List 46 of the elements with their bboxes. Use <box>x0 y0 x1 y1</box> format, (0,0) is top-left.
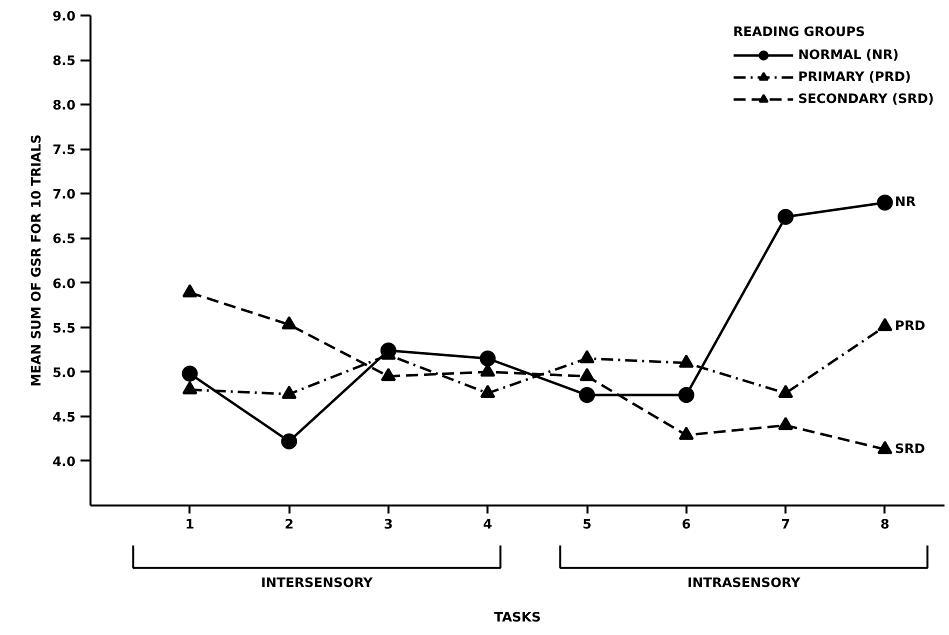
annotation: PRD <box>894 318 926 334</box>
y-tick-label: 8.0 <box>52 98 76 114</box>
y-tick-label: 7.0 <box>52 188 76 203</box>
y-axis-title: MEAN SUM OF GSR FOR 10 TRIALS <box>29 134 44 387</box>
y-tick-label: 5.5 <box>52 321 76 336</box>
x-tick-label: 6 <box>682 518 691 532</box>
text: INTERSENSORY <box>260 576 374 591</box>
annotation: SRD <box>894 442 926 457</box>
x-tick-label: 1 <box>185 518 194 532</box>
y-tick-label: 5.0 <box>52 366 76 381</box>
point <box>480 384 496 398</box>
point <box>380 368 396 382</box>
point <box>678 426 694 440</box>
x-tick-label: 3 <box>384 518 393 532</box>
point <box>678 354 694 368</box>
point <box>282 316 297 330</box>
legend-label: PRIMARY (PRD) <box>798 70 911 84</box>
x-tick-label: 7 <box>781 518 790 532</box>
y-tick-label: 9.0 <box>52 10 76 24</box>
point <box>282 386 297 399</box>
y-tick-label: 4.0 <box>52 454 76 470</box>
y-tick-label: 4.5 <box>52 410 76 426</box>
legend-label: NORMAL (NR) <box>798 48 899 62</box>
point <box>778 416 794 430</box>
y-tick-label: 6.0 <box>52 276 76 292</box>
y-tick-label: 7.5 <box>52 143 76 158</box>
point <box>778 384 794 398</box>
text: TASKS <box>494 610 541 626</box>
x-tick-label: 4 <box>483 518 492 532</box>
point <box>182 381 198 394</box>
point <box>580 368 595 382</box>
point <box>182 284 198 298</box>
x-tick-label: 2 <box>284 518 294 532</box>
point <box>580 350 595 364</box>
legend-label: SECONDARY (SRD) <box>798 92 934 106</box>
point <box>778 208 794 225</box>
x-tick-label: 8 <box>880 518 890 532</box>
point <box>877 318 892 332</box>
y-tick-label: 8.5 <box>52 54 76 70</box>
x-tick-label: 5 <box>582 518 592 532</box>
point <box>876 194 893 211</box>
legend-title: READING GROUPS <box>733 25 866 40</box>
text: INTRASENSORY <box>687 576 801 591</box>
annotation: NR <box>894 195 916 210</box>
y-tick-label: 6.5 <box>52 232 76 248</box>
point <box>877 440 892 454</box>
